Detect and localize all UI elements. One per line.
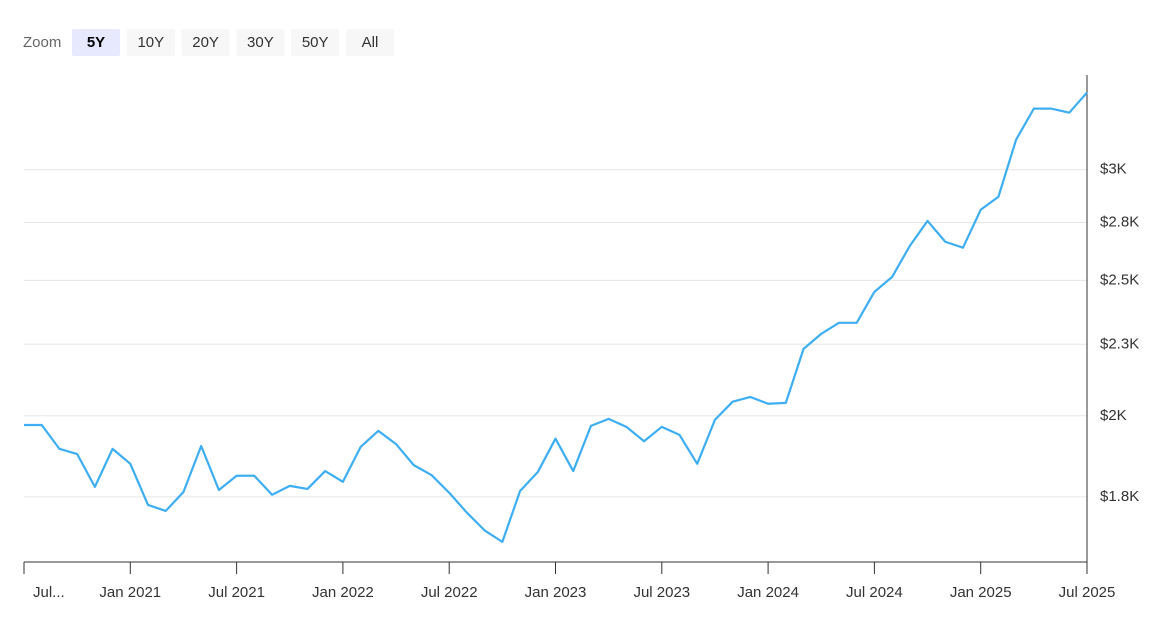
zoom-button-bg[interactable] <box>72 29 120 56</box>
zoom-button-label[interactable]: 20Y <box>192 34 219 51</box>
y-tick-label: $1.8K <box>1100 488 1139 505</box>
y-tick-label: $2.5K <box>1100 271 1139 288</box>
x-tick-label: Jul 2025 <box>1059 584 1116 601</box>
x-tick-label: Jul 2023 <box>633 584 690 601</box>
zoom-button[interactable]: All <box>346 29 394 56</box>
y-tick-label: $2.8K <box>1100 213 1139 230</box>
zoom-button[interactable]: 5Y <box>72 29 120 56</box>
x-tick-label: Jul 2021 <box>208 584 265 601</box>
x-tick-label: Jul 2022 <box>421 584 478 601</box>
x-tick-label: Jul... <box>33 584 65 601</box>
x-tick-label: Jan 2021 <box>99 584 161 601</box>
zoom-button[interactable]: 10Y <box>126 29 175 56</box>
zoom-button[interactable]: 20Y <box>181 29 230 56</box>
y-tick-label: $2.3K <box>1100 335 1139 352</box>
x-tick-label: Jan 2023 <box>525 584 587 601</box>
zoom-button-label[interactable]: All <box>362 34 379 51</box>
x-tick-label: Jan 2024 <box>737 584 799 601</box>
zoom-button-label[interactable]: 5Y <box>87 34 105 51</box>
zoom-button-bg[interactable] <box>181 29 230 56</box>
zoom-button-label[interactable]: 10Y <box>137 34 164 51</box>
zoom-label: Zoom <box>23 34 61 51</box>
zoom-button-bg[interactable] <box>346 29 394 56</box>
zoom-button-bg[interactable] <box>291 29 340 56</box>
y-tick-label: $3K <box>1100 161 1127 178</box>
y-tick-label: $2K <box>1100 407 1127 424</box>
price-line <box>24 91 1088 543</box>
zoom-button-label[interactable]: 50Y <box>302 34 329 51</box>
zoom-button[interactable]: 30Y <box>236 29 285 56</box>
zoom-button-label[interactable]: 30Y <box>247 34 274 51</box>
x-tick-label: Jan 2025 <box>950 584 1012 601</box>
zoom-button-bg[interactable] <box>236 29 285 56</box>
zoom-button[interactable]: 50Y <box>291 29 340 56</box>
zoom-button-bg[interactable] <box>126 29 175 56</box>
x-tick-label: Jul 2024 <box>846 584 903 601</box>
x-tick-label: Jan 2022 <box>312 584 374 601</box>
